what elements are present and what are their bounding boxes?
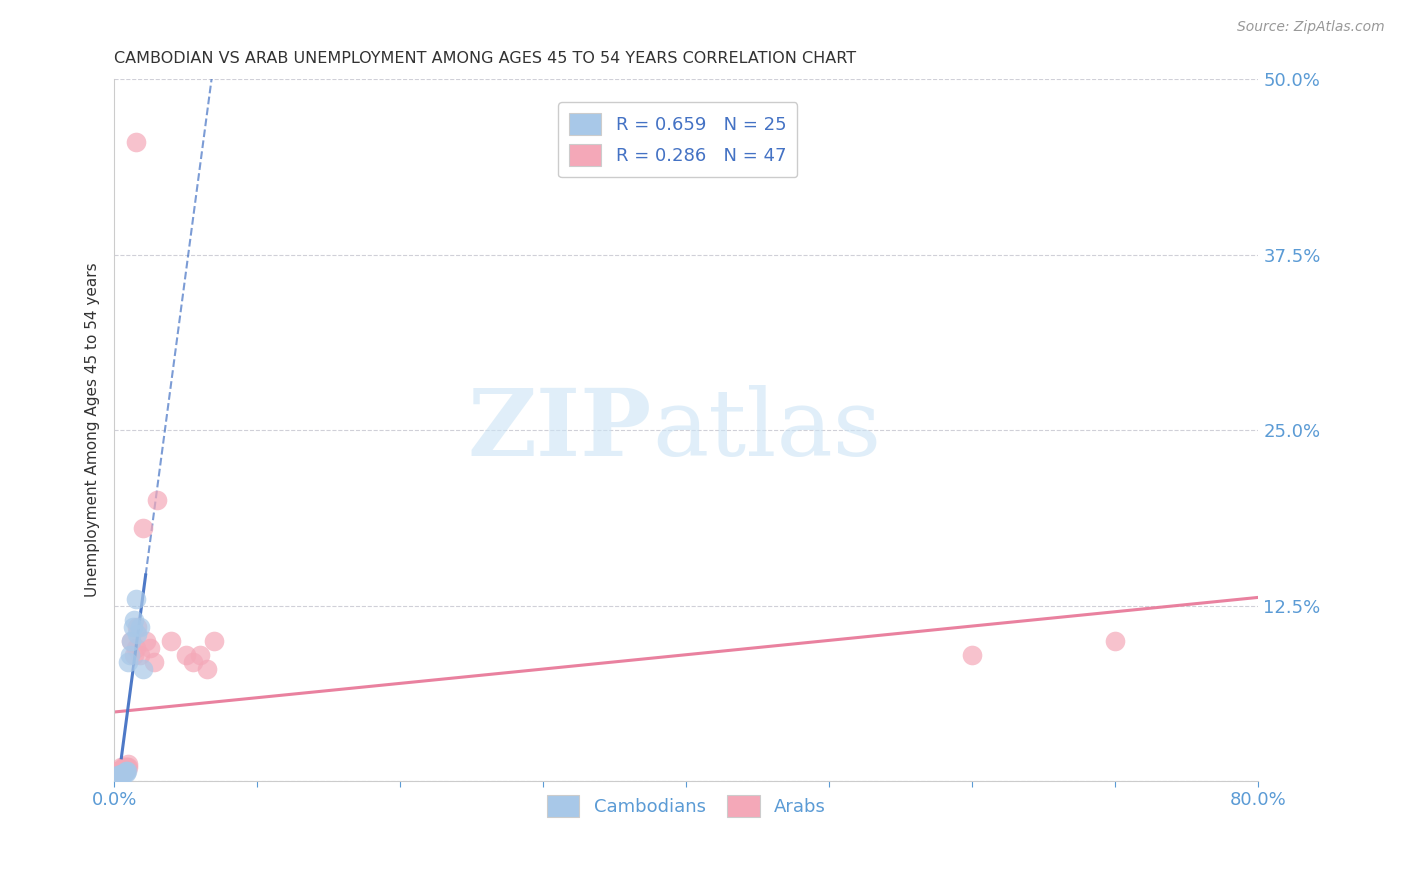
Point xyxy=(112,761,135,775)
Point xyxy=(122,648,145,662)
Point xyxy=(108,764,131,779)
Point xyxy=(117,757,139,772)
Point xyxy=(132,662,155,676)
Point xyxy=(117,655,139,669)
Point xyxy=(115,760,138,774)
Point xyxy=(104,771,127,785)
Point xyxy=(174,648,197,662)
Point xyxy=(110,768,132,782)
Point xyxy=(114,763,136,777)
Point xyxy=(120,633,142,648)
Point xyxy=(112,760,135,774)
Point xyxy=(108,767,131,781)
Point xyxy=(108,763,131,777)
Point xyxy=(129,620,152,634)
Point xyxy=(1104,633,1126,648)
Point xyxy=(188,648,211,662)
Point xyxy=(202,633,225,648)
Y-axis label: Unemployment Among Ages 45 to 54 years: Unemployment Among Ages 45 to 54 years xyxy=(86,263,100,598)
Point xyxy=(108,768,131,782)
Point xyxy=(114,764,136,779)
Point xyxy=(115,764,138,779)
Point xyxy=(125,620,148,634)
Point xyxy=(105,770,128,784)
Point xyxy=(103,771,125,785)
Point xyxy=(112,765,135,780)
Point xyxy=(124,136,146,150)
Point xyxy=(107,772,129,787)
Point xyxy=(139,640,162,655)
Point xyxy=(195,662,218,676)
Point xyxy=(118,648,141,662)
Point xyxy=(129,648,152,662)
Point xyxy=(104,771,127,785)
Point xyxy=(105,765,128,780)
Point xyxy=(104,770,127,784)
Point xyxy=(103,772,125,787)
Point xyxy=(107,767,129,781)
Point xyxy=(132,521,155,535)
Text: CAMBODIAN VS ARAB UNEMPLOYMENT AMONG AGES 45 TO 54 YEARS CORRELATION CHART: CAMBODIAN VS ARAB UNEMPLOYMENT AMONG AGE… xyxy=(114,51,856,66)
Point xyxy=(107,768,129,782)
Text: atlas: atlas xyxy=(652,385,882,475)
Point xyxy=(110,763,132,777)
Point xyxy=(143,655,166,669)
Point xyxy=(110,760,132,774)
Text: ZIP: ZIP xyxy=(468,385,652,475)
Point xyxy=(111,763,134,777)
Point xyxy=(104,772,127,787)
Point xyxy=(962,648,984,662)
Point xyxy=(160,633,183,648)
Point xyxy=(108,770,131,784)
Point xyxy=(104,768,127,782)
Legend: Cambodians, Arabs: Cambodians, Arabs xyxy=(540,789,834,824)
Point xyxy=(110,767,132,781)
Point xyxy=(105,768,128,782)
Point xyxy=(117,760,139,774)
Point xyxy=(124,591,146,606)
Point xyxy=(135,633,157,648)
Point xyxy=(110,767,132,781)
Point xyxy=(107,764,129,779)
Point xyxy=(122,613,145,627)
Point xyxy=(125,626,148,640)
Point xyxy=(120,633,142,648)
Point xyxy=(181,655,204,669)
Point xyxy=(124,640,146,655)
Point xyxy=(105,771,128,785)
Point xyxy=(111,760,134,774)
Point xyxy=(107,770,129,784)
Point xyxy=(107,768,129,782)
Point xyxy=(121,620,143,634)
Text: Source: ZipAtlas.com: Source: ZipAtlas.com xyxy=(1237,20,1385,34)
Point xyxy=(105,770,128,784)
Point xyxy=(146,493,169,508)
Point xyxy=(104,772,127,787)
Point xyxy=(114,765,136,780)
Point xyxy=(105,767,128,781)
Point xyxy=(111,767,134,781)
Point xyxy=(114,760,136,774)
